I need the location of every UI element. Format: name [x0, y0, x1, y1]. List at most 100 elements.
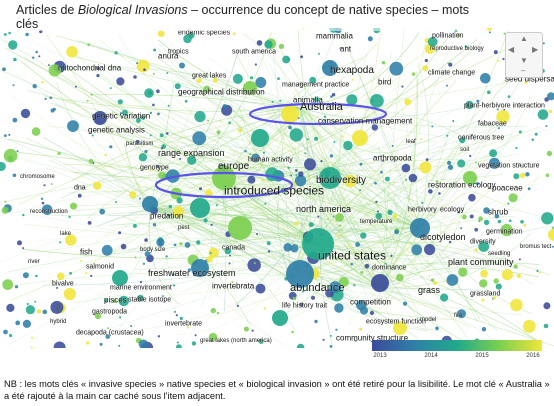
- pan-up-button[interactable]: ▲: [520, 34, 528, 43]
- node-label[interactable]: tropics: [168, 48, 189, 56]
- node-label[interactable]: hybrid: [50, 319, 67, 325]
- network-node[interactable]: [446, 134, 449, 137]
- network-node[interactable]: [3, 148, 18, 163]
- network-node[interactable]: [1, 206, 9, 214]
- network-node[interactable]: [543, 302, 551, 310]
- network-node[interactable]: [134, 256, 137, 259]
- network-node[interactable]: [206, 256, 213, 263]
- network-node[interactable]: [359, 189, 362, 192]
- network-node[interactable]: [538, 271, 541, 274]
- network-node[interactable]: [460, 227, 463, 230]
- node-label[interactable]: germination: [486, 228, 523, 236]
- network-node[interactable]: [8, 40, 18, 50]
- network-node[interactable]: [364, 263, 370, 269]
- network-node[interactable]: [104, 299, 108, 303]
- network-node[interactable]: [263, 307, 266, 310]
- network-node[interactable]: [194, 111, 206, 123]
- network-node[interactable]: [343, 210, 346, 213]
- network-node[interactable]: [22, 247, 25, 250]
- network-node[interactable]: [431, 125, 434, 128]
- network-node[interactable]: [112, 270, 128, 286]
- network-node[interactable]: [411, 244, 423, 256]
- node-label[interactable]: range expansion: [158, 148, 225, 158]
- network-node[interactable]: [144, 88, 154, 98]
- network-node[interactable]: [12, 84, 15, 87]
- network-node[interactable]: [478, 216, 483, 221]
- network-node[interactable]: [250, 76, 254, 80]
- network-node[interactable]: [25, 305, 35, 315]
- network-node[interactable]: [475, 161, 477, 164]
- node-label[interactable]: genetic analysis: [88, 125, 145, 134]
- node-label[interactable]: bromus tect: [520, 244, 552, 250]
- network-node[interactable]: [349, 71, 352, 73]
- network-node[interactable]: [4, 200, 7, 203]
- node-label[interactable]: pisces: [104, 295, 127, 304]
- network-node[interactable]: [371, 274, 389, 292]
- network-node[interactable]: [478, 241, 490, 252]
- network-node[interactable]: [480, 73, 491, 84]
- network-node[interactable]: [438, 192, 441, 195]
- node-label[interactable]: mammalia: [316, 31, 354, 40]
- network-node[interactable]: [120, 112, 122, 115]
- network-node[interactable]: [253, 261, 256, 265]
- network-node[interactable]: [508, 219, 512, 222]
- network-node[interactable]: [350, 263, 354, 266]
- network-node[interactable]: [551, 226, 554, 230]
- network-node[interactable]: [112, 298, 117, 304]
- node-label[interactable]: bird: [378, 77, 392, 86]
- network-node[interactable]: [79, 259, 82, 262]
- network-node[interactable]: [370, 94, 384, 108]
- network-node[interactable]: [344, 174, 357, 188]
- network-node[interactable]: [153, 48, 157, 52]
- network-node[interactable]: [410, 213, 413, 216]
- network-node[interactable]: [298, 171, 304, 177]
- node-label[interactable]: coniferous tree: [458, 134, 505, 142]
- network-node[interactable]: [136, 59, 150, 73]
- network-node[interactable]: [281, 105, 299, 123]
- network-node[interactable]: [404, 178, 407, 181]
- network-node[interactable]: [25, 32, 29, 37]
- network-node[interactable]: [310, 295, 316, 300]
- node-label[interactable]: geographical distribution: [178, 87, 265, 96]
- node-label[interactable]: parasitism: [126, 141, 154, 147]
- network-node[interactable]: [176, 341, 179, 344]
- network-node[interactable]: [551, 245, 554, 248]
- network-node[interactable]: [381, 61, 386, 65]
- network-node[interactable]: [36, 309, 42, 314]
- node-label[interactable]: genotype: [140, 164, 169, 172]
- network-node[interactable]: [151, 168, 154, 171]
- network-node[interactable]: [474, 248, 478, 252]
- network-node[interactable]: [396, 273, 404, 282]
- network-node[interactable]: [109, 87, 112, 90]
- network-node[interactable]: [341, 135, 344, 138]
- network-node[interactable]: [143, 68, 146, 71]
- network-node[interactable]: [291, 330, 294, 334]
- network-node[interactable]: [158, 171, 166, 180]
- node-label[interactable]: united states: [318, 248, 386, 263]
- network-node[interactable]: [335, 328, 338, 331]
- network-node[interactable]: [537, 109, 549, 120]
- network-node[interactable]: [483, 207, 490, 214]
- network-node[interactable]: [9, 333, 13, 338]
- network-node[interactable]: [323, 115, 327, 118]
- network-node[interactable]: [209, 252, 212, 255]
- network-node[interactable]: [314, 136, 319, 141]
- zoom-out-button[interactable]: –: [521, 66, 526, 75]
- network-node[interactable]: [290, 244, 299, 253]
- network-node[interactable]: [85, 272, 88, 274]
- network-node[interactable]: [380, 170, 383, 174]
- network-node[interactable]: [87, 221, 92, 225]
- network-node[interactable]: [482, 76, 485, 78]
- network-node[interactable]: [545, 125, 548, 128]
- network-node[interactable]: [304, 152, 307, 155]
- network-node[interactable]: [534, 132, 538, 136]
- network-node[interactable]: [351, 78, 354, 81]
- network-node[interactable]: [300, 55, 303, 59]
- network-node[interactable]: [156, 164, 160, 168]
- network-node[interactable]: [35, 274, 38, 278]
- network-node[interactable]: [3, 33, 7, 36]
- node-label[interactable]: fabaceae: [478, 120, 507, 128]
- node-label[interactable]: reproductive biology: [430, 46, 484, 52]
- network-node[interactable]: [401, 163, 411, 173]
- network-node[interactable]: [287, 58, 291, 61]
